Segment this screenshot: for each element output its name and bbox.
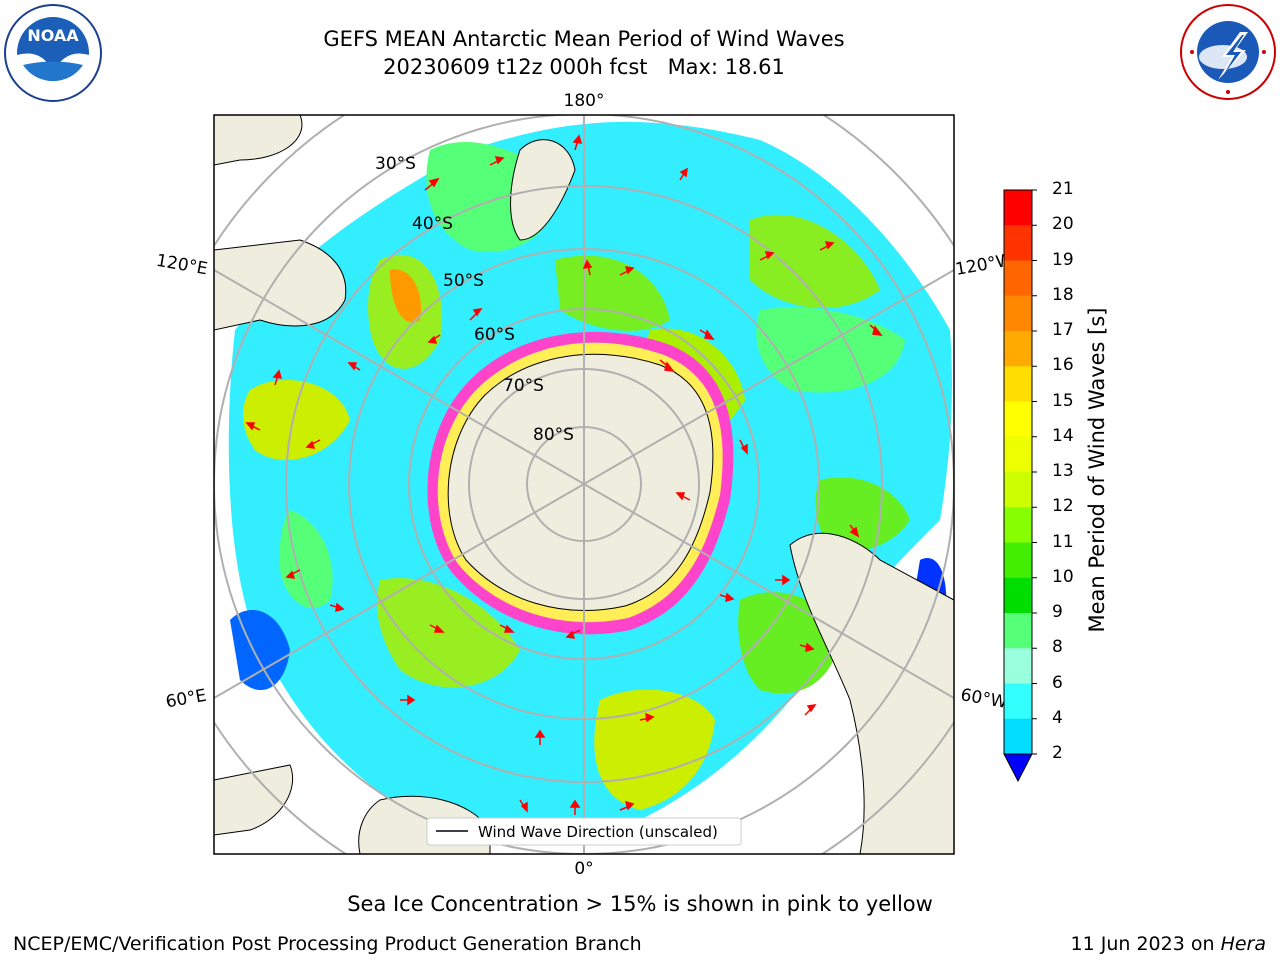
lat-label-40s: 40°S bbox=[412, 214, 453, 234]
map-legend: Wind Wave Direction (unscaled) bbox=[426, 817, 742, 846]
lon-label-180: 180° bbox=[564, 91, 605, 111]
noaa-logo-text: NOAA bbox=[27, 26, 79, 45]
colorbar-title: Mean Period of Wind Waves [s] bbox=[1085, 307, 1109, 633]
colorbar-tick-label: 6 bbox=[1052, 672, 1063, 693]
map-frame bbox=[213, 114, 955, 855]
colorbar-tick-label: 17 bbox=[1052, 320, 1074, 340]
lat-label-50s: 50°S bbox=[443, 271, 484, 291]
colorbar-tick-label: 9 bbox=[1052, 602, 1063, 622]
colorbar-tick-label: 18 bbox=[1052, 284, 1074, 305]
lat-label-60s: 60°S bbox=[474, 325, 515, 345]
colorbar-tick-label: 19 bbox=[1052, 249, 1074, 270]
date-stamp: 11 Jun 2023 on Hera bbox=[1071, 933, 1266, 955]
colorbar-tick-label: 4 bbox=[1052, 707, 1063, 728]
colorbar-segment bbox=[1004, 472, 1032, 508]
colorbar-tick-label: 2 bbox=[1052, 743, 1063, 763]
australia-north-land bbox=[214, 115, 303, 166]
machine-name: Hera bbox=[1220, 933, 1266, 955]
south-america-land bbox=[789, 532, 954, 854]
date-text: 11 Jun 2023 on bbox=[1070, 933, 1221, 955]
colorbar-tick-label: 14 bbox=[1052, 425, 1074, 446]
colorbar-segment bbox=[1004, 613, 1032, 649]
colorbar-segment bbox=[1004, 542, 1032, 579]
colorbar-tick-label: 11 bbox=[1052, 531, 1074, 552]
australia-land bbox=[214, 239, 347, 331]
credit-text: NCEP/EMC/Verification Post Processing Pr… bbox=[13, 933, 642, 955]
colorbar-segment bbox=[1004, 225, 1032, 261]
lat-label-70s: 70°S bbox=[503, 376, 544, 396]
lon-label-0: 0° bbox=[574, 859, 593, 879]
colorbar-segment bbox=[1004, 718, 1032, 755]
colorbar-extend-min bbox=[1003, 753, 1033, 783]
colorbar-segment bbox=[1004, 190, 1032, 226]
title-line-1: GEFS MEAN Antarctic Mean Period of Wind … bbox=[323, 27, 845, 51]
colorbar-segment bbox=[1004, 648, 1032, 684]
new-zealand-land bbox=[510, 139, 576, 241]
colorbar-segment bbox=[1004, 401, 1032, 438]
nws-logo bbox=[1178, 2, 1278, 102]
lon-label-60w: 60°W bbox=[959, 685, 1009, 713]
colorbar-tick-label: 10 bbox=[1052, 566, 1074, 587]
wind-wave-arrows bbox=[245, 134, 883, 815]
colorbar-segment bbox=[1004, 331, 1032, 367]
colorbar bbox=[1003, 189, 1037, 783]
africa-land bbox=[214, 764, 294, 836]
continents bbox=[214, 115, 954, 854]
colorbar-segment bbox=[1004, 683, 1032, 720]
sea-ice-note: Sea Ice Concentration > 15% is shown in … bbox=[347, 892, 933, 916]
noaa-logo: NOAA bbox=[3, 3, 103, 103]
colorbar-tick-label: 8 bbox=[1052, 637, 1063, 658]
lat-label-80s: 80°S bbox=[533, 425, 574, 445]
colorbar-segment bbox=[1004, 507, 1032, 543]
colorbar-segment bbox=[1004, 366, 1032, 402]
colorbar-segment bbox=[1004, 295, 1032, 332]
lon-label-120e: 120°E bbox=[155, 251, 209, 280]
colorbar-segment bbox=[1004, 577, 1032, 614]
colorbar-tick-label: 16 bbox=[1052, 355, 1074, 376]
colorbar-tick-label: 21 bbox=[1052, 179, 1074, 199]
title-line-2: 20230609 t12z 000h fcst Max: 18.61 bbox=[383, 55, 785, 79]
colorbar-tick-label: 15 bbox=[1052, 390, 1074, 411]
lon-label-60e: 60°E bbox=[164, 686, 208, 713]
colorbar-segment bbox=[1004, 260, 1032, 297]
colorbar-tick-label: 20 bbox=[1052, 214, 1074, 235]
colorbar-tick-label: 12 bbox=[1052, 496, 1074, 517]
graticule bbox=[214, 115, 954, 854]
colorbar-segment bbox=[1004, 436, 1032, 473]
lat-label-30s: 30°S bbox=[375, 154, 416, 174]
legend-label: Wind Wave Direction (unscaled) bbox=[478, 823, 718, 841]
colorbar-tick-label: 13 bbox=[1052, 461, 1074, 481]
